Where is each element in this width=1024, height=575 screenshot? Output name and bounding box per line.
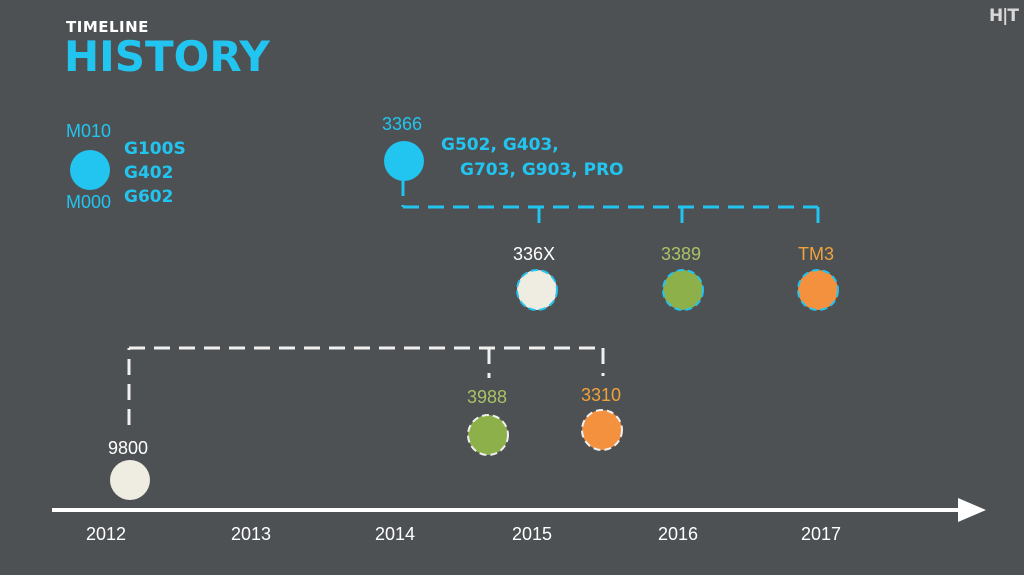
page-title: HISTORY — [64, 32, 270, 81]
label-336x: 336X — [513, 244, 556, 264]
label-3366: 3366 — [382, 114, 423, 134]
node-336x-circle — [516, 269, 558, 311]
year-label: 2017 — [801, 524, 842, 544]
label-early-models: G100S G402 G602 — [124, 137, 186, 209]
label-early-model: G402 — [124, 163, 174, 183]
node-m010-circle — [70, 150, 110, 190]
node-3988-circle — [467, 414, 509, 456]
blue-connector — [401, 180, 820, 232]
label-3366-models-line2: G703, G903, PRO — [460, 160, 624, 180]
label-m010: M010 — [66, 121, 112, 141]
node-9800-circle — [110, 460, 150, 500]
timeline-axis-arrow-icon — [958, 498, 986, 522]
node-tm3-circle — [797, 269, 839, 311]
label-3366-models-line1: G502, G403, — [441, 135, 559, 155]
label-early-model: G602 — [124, 187, 174, 207]
year-label: 2012 — [86, 524, 127, 544]
year-label: 2015 — [512, 524, 553, 544]
label-m000: M000 — [66, 192, 112, 212]
year-label: 2014 — [375, 524, 416, 544]
label-9800: 9800 — [108, 438, 149, 458]
year-label: 2013 — [231, 524, 272, 544]
node-3310-circle — [581, 409, 623, 451]
white-connector — [127, 346, 605, 425]
brand-logo: H|T — [988, 6, 1019, 26]
node-3366-circle — [384, 141, 424, 181]
node-3389-circle — [662, 269, 704, 311]
label-3389: 3389 — [661, 244, 702, 264]
year-label: 2016 — [658, 524, 699, 544]
section-kicker: TIMELINE — [66, 18, 149, 36]
label-early-model: G100S — [124, 139, 186, 159]
label-3310: 3310 — [581, 385, 622, 405]
label-tm3: TM3 — [798, 244, 834, 264]
label-3988: 3988 — [467, 387, 508, 407]
